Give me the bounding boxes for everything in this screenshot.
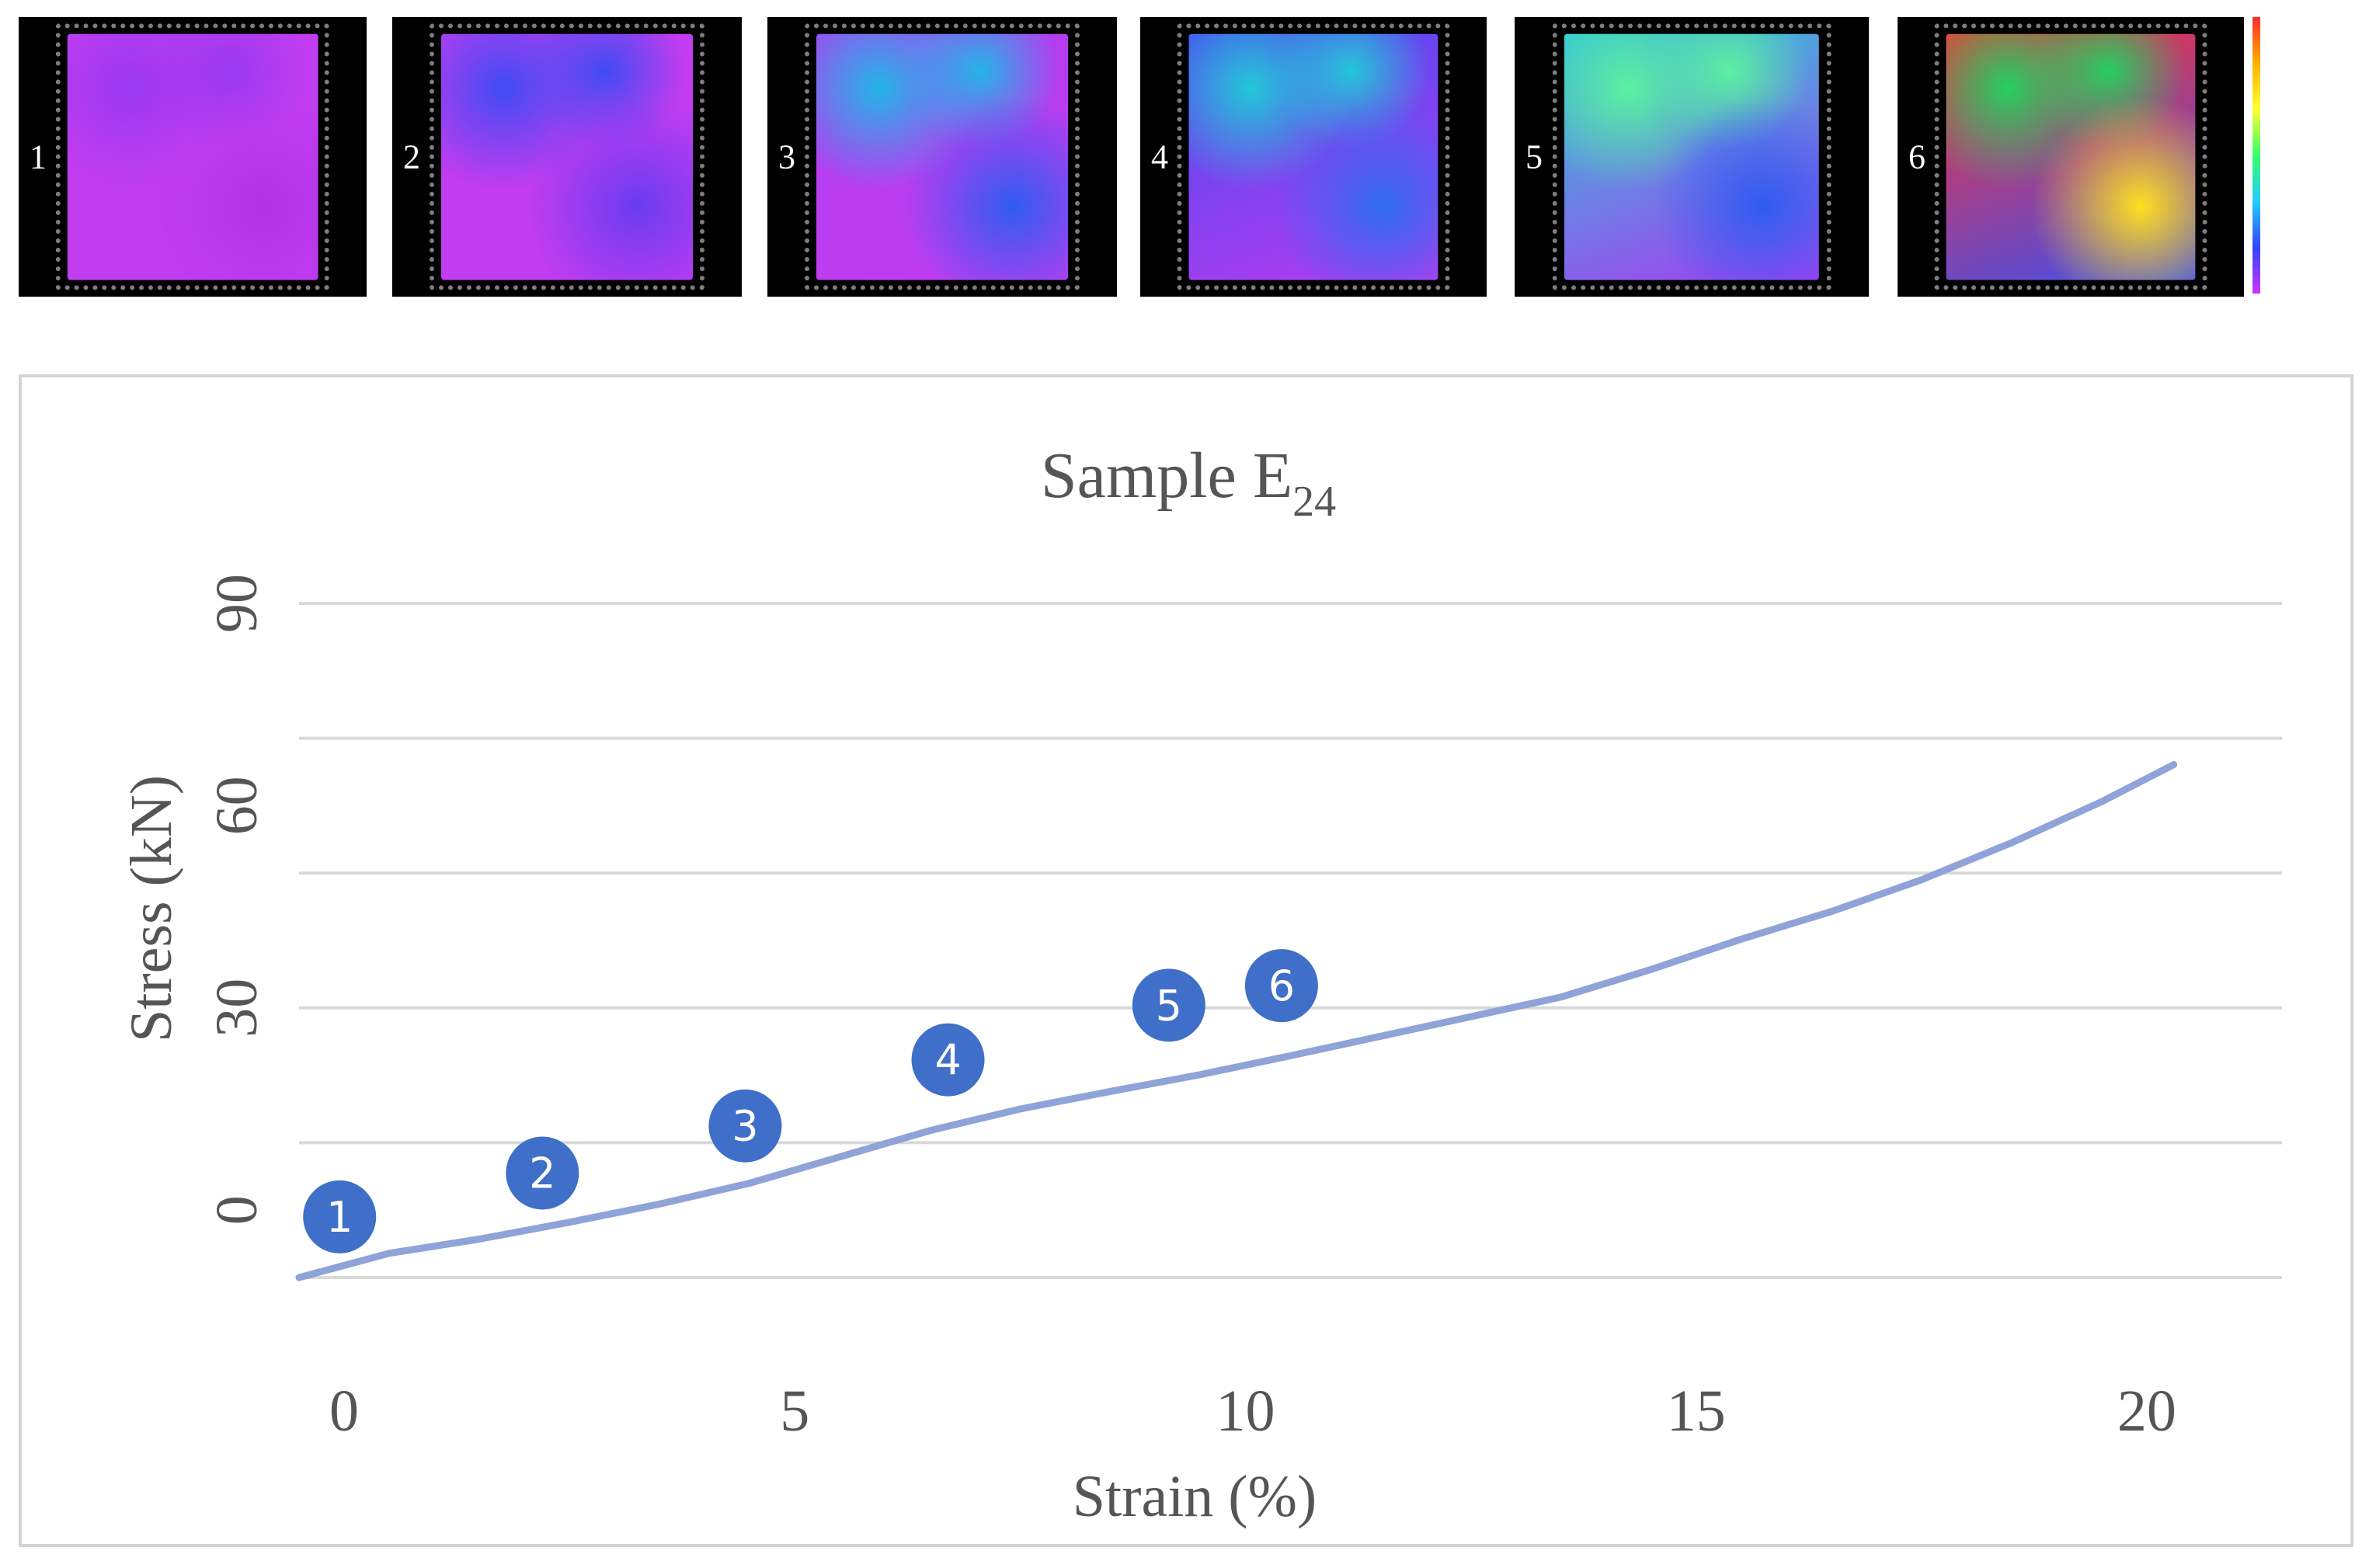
dic-frame-2-label: 2: [403, 137, 420, 176]
y-tick-labels: 0 30 60 90: [204, 574, 270, 1225]
x-tick-label: 0: [329, 1379, 359, 1444]
stage-marker-circle: [1244, 949, 1318, 1023]
chart-title: Sample E24: [1041, 440, 1336, 526]
stage-marker-label: 5: [1156, 981, 1182, 1030]
stage-marker-circle: [911, 1023, 985, 1097]
dic-frame-5-field: [1564, 33, 1820, 280]
dic-frame-3-field: [816, 33, 1068, 280]
dic-frame-2-field: [441, 33, 693, 280]
stage-marker-label: 4: [934, 1036, 961, 1085]
dic-frame-1-label: 1: [30, 137, 47, 176]
x-tick-label: 20: [2117, 1379, 2176, 1444]
x-tick-label: 5: [780, 1379, 809, 1444]
stage-marker-label: 2: [529, 1149, 555, 1198]
stress-strain-line: [295, 761, 2178, 1281]
stage-marker-5: 5: [1132, 968, 1205, 1042]
dic-frame-4-label: 4: [1151, 137, 1168, 176]
dic-frame-5-label: 5: [1525, 137, 1543, 176]
dic-frame-4: 4: [1140, 17, 1487, 297]
stage-marker-circle: [303, 1180, 377, 1253]
y-tick-label: 0: [204, 1195, 270, 1225]
dic-frame-6-field: [1946, 33, 2196, 280]
stage-marker-2: 2: [506, 1136, 579, 1210]
x-tick-label: 15: [1667, 1379, 1726, 1444]
gridlines: [299, 602, 2282, 1279]
dic-frame-5: 5: [1515, 17, 1869, 297]
y-tick-label: 60: [204, 776, 270, 835]
dic-image-strip: 1 2 3 4 5 6: [0, 0, 2376, 311]
stage-marker-label: 6: [1268, 961, 1295, 1010]
stage-markers: 1 2 3 4 5 6: [303, 949, 1318, 1253]
dic-colorbar: [2253, 17, 2260, 294]
stage-marker-circle: [708, 1089, 782, 1163]
stage-marker-label: 3: [732, 1102, 758, 1151]
dic-frame-6: 6: [1898, 17, 2244, 297]
dic-frame-3-label: 3: [778, 137, 795, 176]
x-tick-labels: 0 5 10 15 20: [329, 1379, 2176, 1444]
stage-marker-6: 6: [1244, 949, 1318, 1023]
chart-frame: [19, 374, 2353, 1547]
dic-frame-1: 1: [19, 17, 367, 297]
dic-frame-4-field: [1188, 33, 1438, 280]
stage-marker-1: 1: [303, 1180, 377, 1253]
stage-marker-4: 4: [911, 1023, 985, 1097]
x-tick-label: 10: [1216, 1379, 1275, 1444]
y-tick-label: 90: [204, 574, 270, 633]
dic-frame-3: 3: [767, 17, 1117, 297]
dic-frame-2: 2: [392, 17, 742, 297]
stage-marker-circle: [1132, 968, 1205, 1042]
stage-marker-label: 1: [326, 1193, 353, 1242]
y-tick-label: 30: [204, 979, 270, 1038]
dic-frame-1-field: [67, 33, 318, 280]
data-series: [295, 761, 2178, 1281]
x-axis-label: Strain (%): [1073, 1464, 1317, 1529]
chart-title-subscript: 24: [1292, 478, 1336, 526]
stage-marker-3: 3: [708, 1089, 782, 1163]
dic-frame-6-label: 6: [1908, 137, 1925, 176]
stage-marker-circle: [506, 1136, 579, 1210]
chart-title-main: Sample E: [1041, 440, 1292, 512]
y-axis-label: Stress (kN): [119, 775, 184, 1042]
